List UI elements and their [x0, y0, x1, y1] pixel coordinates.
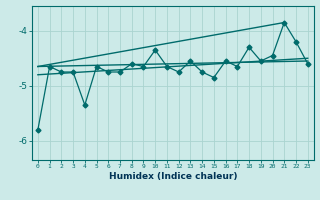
- X-axis label: Humidex (Indice chaleur): Humidex (Indice chaleur): [108, 172, 237, 181]
